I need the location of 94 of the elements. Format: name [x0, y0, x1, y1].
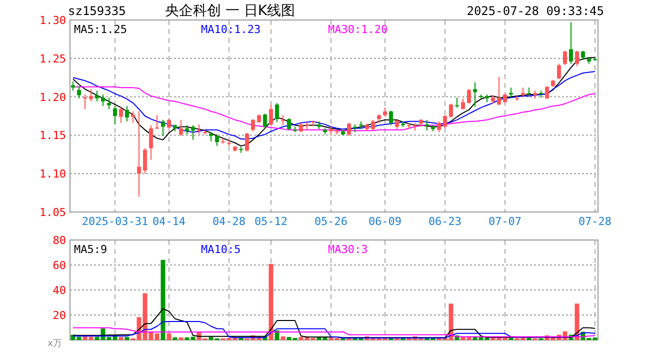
bar [124, 337, 130, 340]
candlestick [347, 122, 351, 136]
candlestick [179, 119, 183, 136]
text: MA30:3 [328, 243, 368, 256]
y-tick-label: 1.30 [40, 14, 66, 27]
candlestick [383, 107, 387, 118]
candlestick [509, 87, 513, 98]
candlestick [425, 119, 429, 132]
candlestick [473, 82, 477, 108]
x-tick-label: 05-12 [254, 215, 288, 228]
line-series [72, 70, 596, 140]
y-tick-label: 1.15 [40, 129, 66, 142]
candlestick [557, 63, 561, 80]
candlestick [95, 90, 99, 102]
y-axis-title: x万 [48, 339, 62, 349]
candlestick [527, 87, 531, 96]
x-tick-label: 06-09 [368, 215, 402, 228]
y-tick-label: 1.25 [40, 52, 66, 66]
candlestick [161, 119, 165, 136]
x-tick-label: 04-14 [152, 215, 186, 228]
candlestick [209, 132, 213, 142]
candlestick [287, 118, 291, 130]
bar [280, 336, 286, 340]
candlestick [569, 22, 573, 64]
bar [118, 337, 124, 340]
y-tick-label: 40 [52, 284, 66, 297]
candlestick [77, 86, 81, 99]
candlestick [521, 87, 525, 98]
candlestick [137, 110, 141, 198]
candlestick [497, 76, 501, 106]
candlestick [443, 114, 447, 129]
candlestick [143, 148, 147, 174]
y-tick-label: 60 [52, 259, 66, 272]
candlestick [503, 93, 507, 104]
candlestick [101, 94, 105, 107]
chart-title: 央企科创 一 日K线图 [164, 3, 296, 19]
candlestick [83, 94, 87, 110]
x-tick-label: 07-28 [578, 215, 612, 228]
y-tick-label: 80 [52, 234, 66, 247]
candlestick [167, 118, 171, 129]
candlestick [263, 113, 267, 129]
y-tick-label: 1.10 [40, 168, 66, 181]
text: MA5:1.25 [74, 23, 127, 36]
text: MA10:5 [201, 243, 241, 256]
y-tick-label: 1.20 [40, 90, 66, 104]
candlestick [89, 88, 93, 102]
candlestick [395, 119, 399, 130]
candlestick [113, 106, 117, 125]
candlestick [215, 134, 219, 146]
bar [160, 260, 166, 340]
candlestick [185, 124, 189, 135]
line-series [72, 327, 596, 338]
text: MA10:1.23 [201, 23, 261, 36]
candlestick [437, 120, 441, 133]
text: 2025-07-28 09:33:45 [466, 4, 604, 18]
candlestick [251, 118, 255, 132]
bar [172, 337, 178, 340]
bar [178, 337, 184, 340]
candlestick [281, 114, 285, 126]
candlestick [275, 102, 279, 123]
x-tick-label: 04-28 [212, 215, 246, 228]
y-tick-label: 20 [52, 309, 66, 322]
candlestick [545, 86, 549, 100]
candlestick [575, 50, 579, 67]
bar [166, 333, 172, 340]
candlestick [371, 119, 375, 132]
x-tick-label: 2025-03-31 [82, 215, 148, 228]
line-series [72, 86, 596, 132]
candlestick [131, 110, 135, 124]
candlestick [197, 124, 201, 135]
text: MA5:9 [74, 243, 108, 256]
x-tick-label: 05-26 [314, 215, 348, 228]
candlestick [245, 132, 249, 152]
candlestick [581, 50, 585, 60]
candlestick [191, 124, 195, 140]
text: MA30:1.20 [328, 23, 388, 36]
candlestick [125, 106, 129, 122]
candlestick [449, 103, 453, 118]
candlestick [563, 50, 567, 66]
text: sz159335 [68, 4, 126, 18]
candlestick [119, 107, 123, 124]
candlestick [269, 104, 273, 126]
y-tick-label: 1.05 [40, 206, 66, 219]
candlestick [389, 110, 393, 126]
bar [268, 264, 274, 340]
candlestick [155, 114, 159, 130]
candlestick [299, 122, 303, 133]
line-series [72, 308, 596, 338]
bar [574, 304, 580, 340]
candlestick [467, 88, 471, 104]
candlestick [149, 124, 153, 160]
x-tick-label: 07-07 [488, 215, 522, 228]
candlestick [455, 97, 459, 108]
x-tick-label: 06-23 [428, 215, 462, 228]
